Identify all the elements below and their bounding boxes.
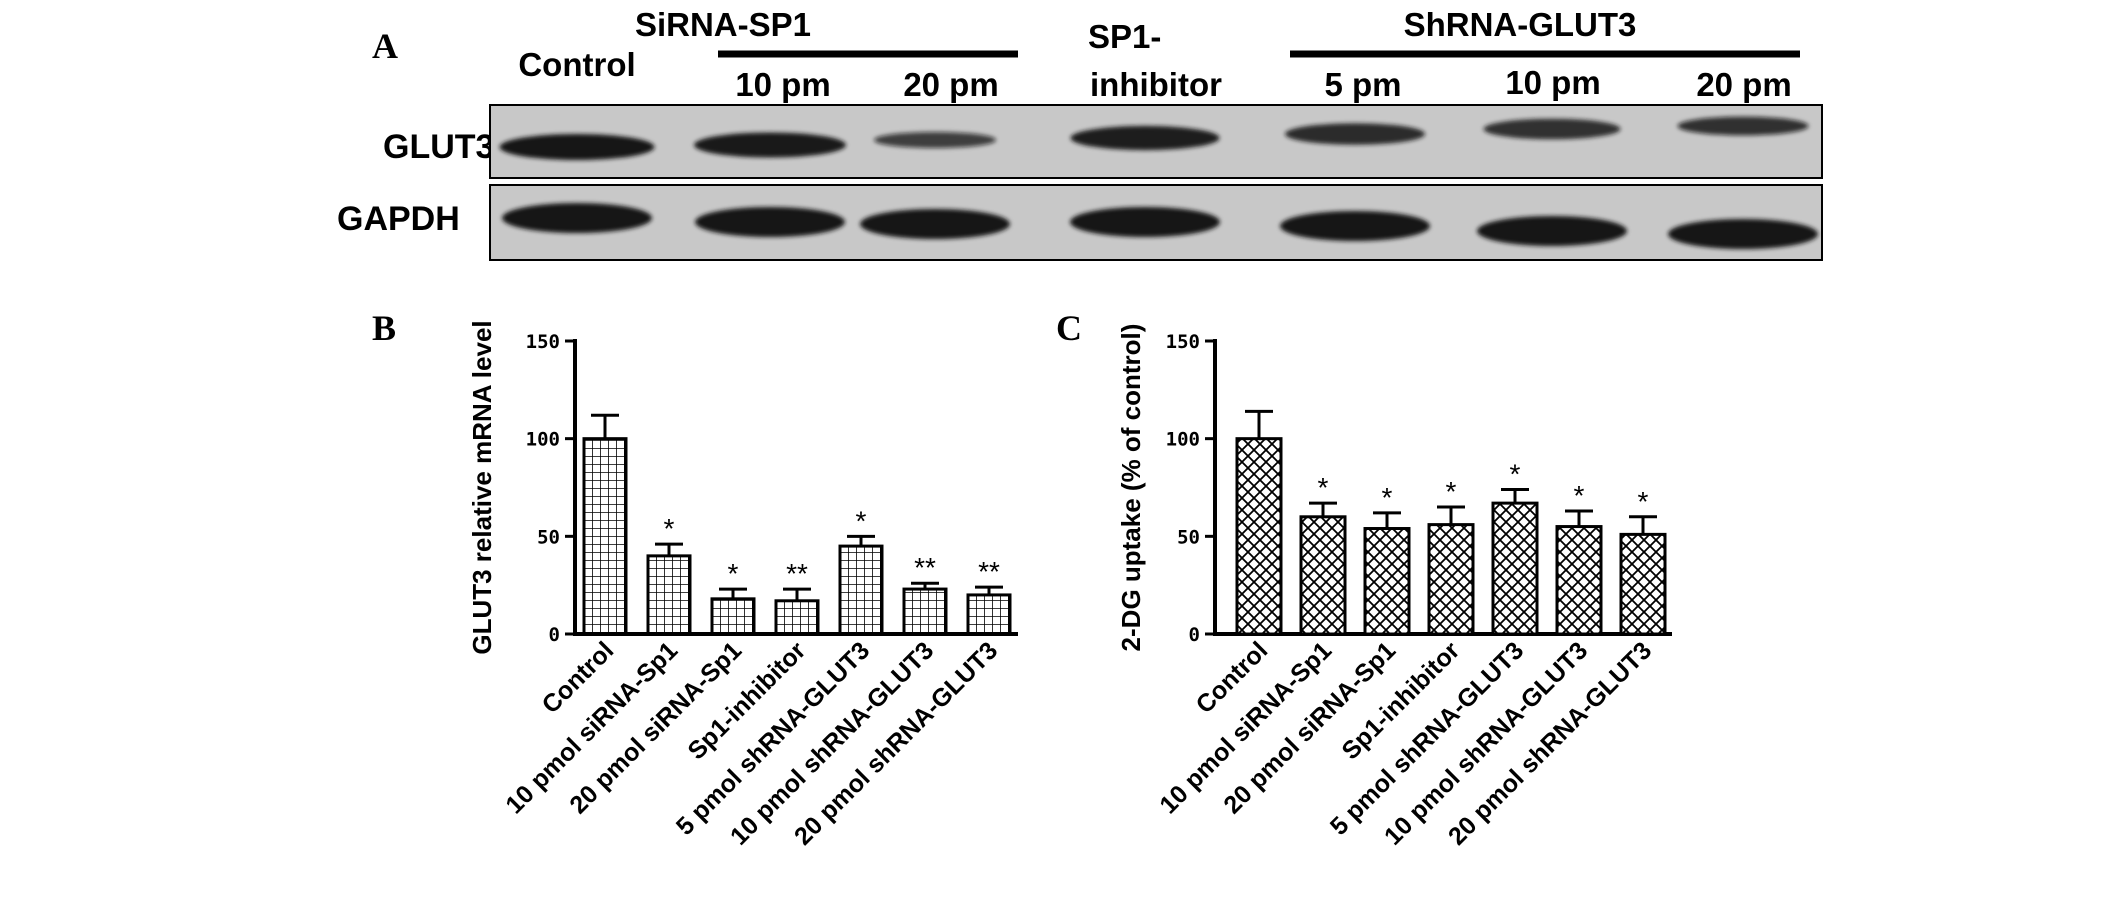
band-glut3-0 bbox=[499, 134, 655, 160]
chart1-significance-1: * bbox=[1318, 472, 1329, 503]
group-label-sirna: SiRNA-SP1 bbox=[635, 6, 811, 43]
chart1-bar-4 bbox=[1491, 501, 1539, 636]
chart1-significance-2: * bbox=[1382, 482, 1393, 513]
band-glut3-6 bbox=[1677, 116, 1809, 136]
chart0-significance-2: * bbox=[728, 558, 739, 589]
chart0-significance-1: * bbox=[664, 513, 675, 544]
chart1-y-tick-label-3: 150 bbox=[1166, 331, 1200, 353]
chart0-bar-6 bbox=[966, 593, 1012, 636]
panel-c: C 2-DG uptake (% of control) 050100150Con… bbox=[1056, 308, 1672, 851]
lane-label-10pm-sirna: 10 pm bbox=[735, 66, 830, 103]
chart0-y-tick-label-0: 0 bbox=[549, 624, 560, 646]
chart1-significance-5: * bbox=[1574, 480, 1585, 511]
band-gapdh-2 bbox=[860, 209, 1010, 239]
band-gapdh-4 bbox=[1280, 211, 1430, 241]
chart1-bar-6 bbox=[1619, 532, 1667, 636]
chart-b: GLUT3 relative mRNA level 050100150Contro… bbox=[467, 320, 1018, 851]
chart0-significance-5: ** bbox=[914, 552, 936, 583]
chart1-y-tick-label-1: 50 bbox=[1177, 526, 1200, 548]
chart1-bar-5 bbox=[1555, 525, 1603, 636]
panel-a-letter: A bbox=[372, 26, 398, 66]
chart1-y-tick-label-0: 0 bbox=[1189, 624, 1200, 646]
chart0-bar-3 bbox=[774, 599, 820, 636]
lane-label-inhibitor: inhibitor bbox=[1090, 66, 1222, 103]
chart1-bar-2 bbox=[1363, 527, 1411, 636]
band-gapdh-1 bbox=[695, 207, 845, 237]
chart0-y-tick-label-2: 100 bbox=[526, 429, 560, 451]
chart1-significance-4: * bbox=[1510, 458, 1521, 489]
band-gapdh-6 bbox=[1668, 219, 1818, 249]
band-glut3-5 bbox=[1483, 118, 1621, 140]
band-glut3-4 bbox=[1285, 123, 1425, 145]
band-gapdh-0 bbox=[502, 203, 652, 233]
chart-c: 2-DG uptake (% of control) 050100150Contr… bbox=[1116, 324, 1672, 851]
chart1-bar-0 bbox=[1235, 437, 1283, 636]
lane-label-5pm-shrna: 5 pm bbox=[1324, 66, 1401, 103]
chart1-significance-6: * bbox=[1638, 486, 1649, 517]
lane-label-sp1: SP1- bbox=[1088, 18, 1161, 55]
chart0-significance-6: ** bbox=[978, 556, 1000, 587]
band-gapdh-5 bbox=[1477, 216, 1627, 246]
band-glut3-2 bbox=[874, 131, 996, 149]
panel-b: B GLUT3 relative mRNA level 050100150Cont… bbox=[372, 308, 1018, 851]
chart1-significance-3: * bbox=[1446, 476, 1457, 507]
bands-gapdh bbox=[502, 203, 1818, 249]
panel-a: A SiRNA-SP1 ShRNA-GLUT3 Control 10 pm 20… bbox=[337, 6, 1823, 261]
band-glut3-3 bbox=[1070, 125, 1220, 151]
band-glut3-1 bbox=[694, 132, 846, 158]
panel-b-letter: B bbox=[372, 308, 396, 348]
chart1-bar-1 bbox=[1299, 515, 1347, 636]
chart0-bar-1 bbox=[646, 554, 692, 636]
group-label-shrna: ShRNA-GLUT3 bbox=[1404, 6, 1637, 43]
row-label-glut3: GLUT3 bbox=[383, 128, 494, 166]
lane-label-20pm-sirna: 20 pm bbox=[903, 66, 998, 103]
chart0-significance-3: ** bbox=[786, 558, 808, 589]
chart1-bar-3 bbox=[1427, 523, 1475, 636]
chart0-y-axis-title: GLUT3 relative mRNA level bbox=[467, 320, 497, 654]
chart0-bar-2 bbox=[710, 597, 756, 636]
band-gapdh-3 bbox=[1070, 207, 1220, 237]
panel-c-letter: C bbox=[1056, 308, 1082, 348]
chart1-y-tick-label-2: 100 bbox=[1166, 429, 1200, 451]
chart0-bar-0 bbox=[582, 437, 628, 636]
chart0-bar-4 bbox=[838, 544, 884, 636]
chart0-y-tick-label-3: 150 bbox=[526, 331, 560, 353]
lane-label-control: Control bbox=[518, 46, 635, 83]
chart1-y-axis-title: 2-DG uptake (% of control) bbox=[1116, 324, 1146, 652]
row-label-gapdh: GAPDH bbox=[337, 200, 460, 238]
lane-label-20pm-shrna: 20 pm bbox=[1696, 66, 1791, 103]
lane-label-10pm-shrna: 10 pm bbox=[1505, 64, 1600, 101]
bands-glut3 bbox=[499, 116, 1809, 160]
chart0-bar-5 bbox=[902, 587, 948, 636]
chart0-y-tick-label-1: 50 bbox=[537, 526, 560, 548]
chart0-significance-4: * bbox=[856, 505, 867, 536]
